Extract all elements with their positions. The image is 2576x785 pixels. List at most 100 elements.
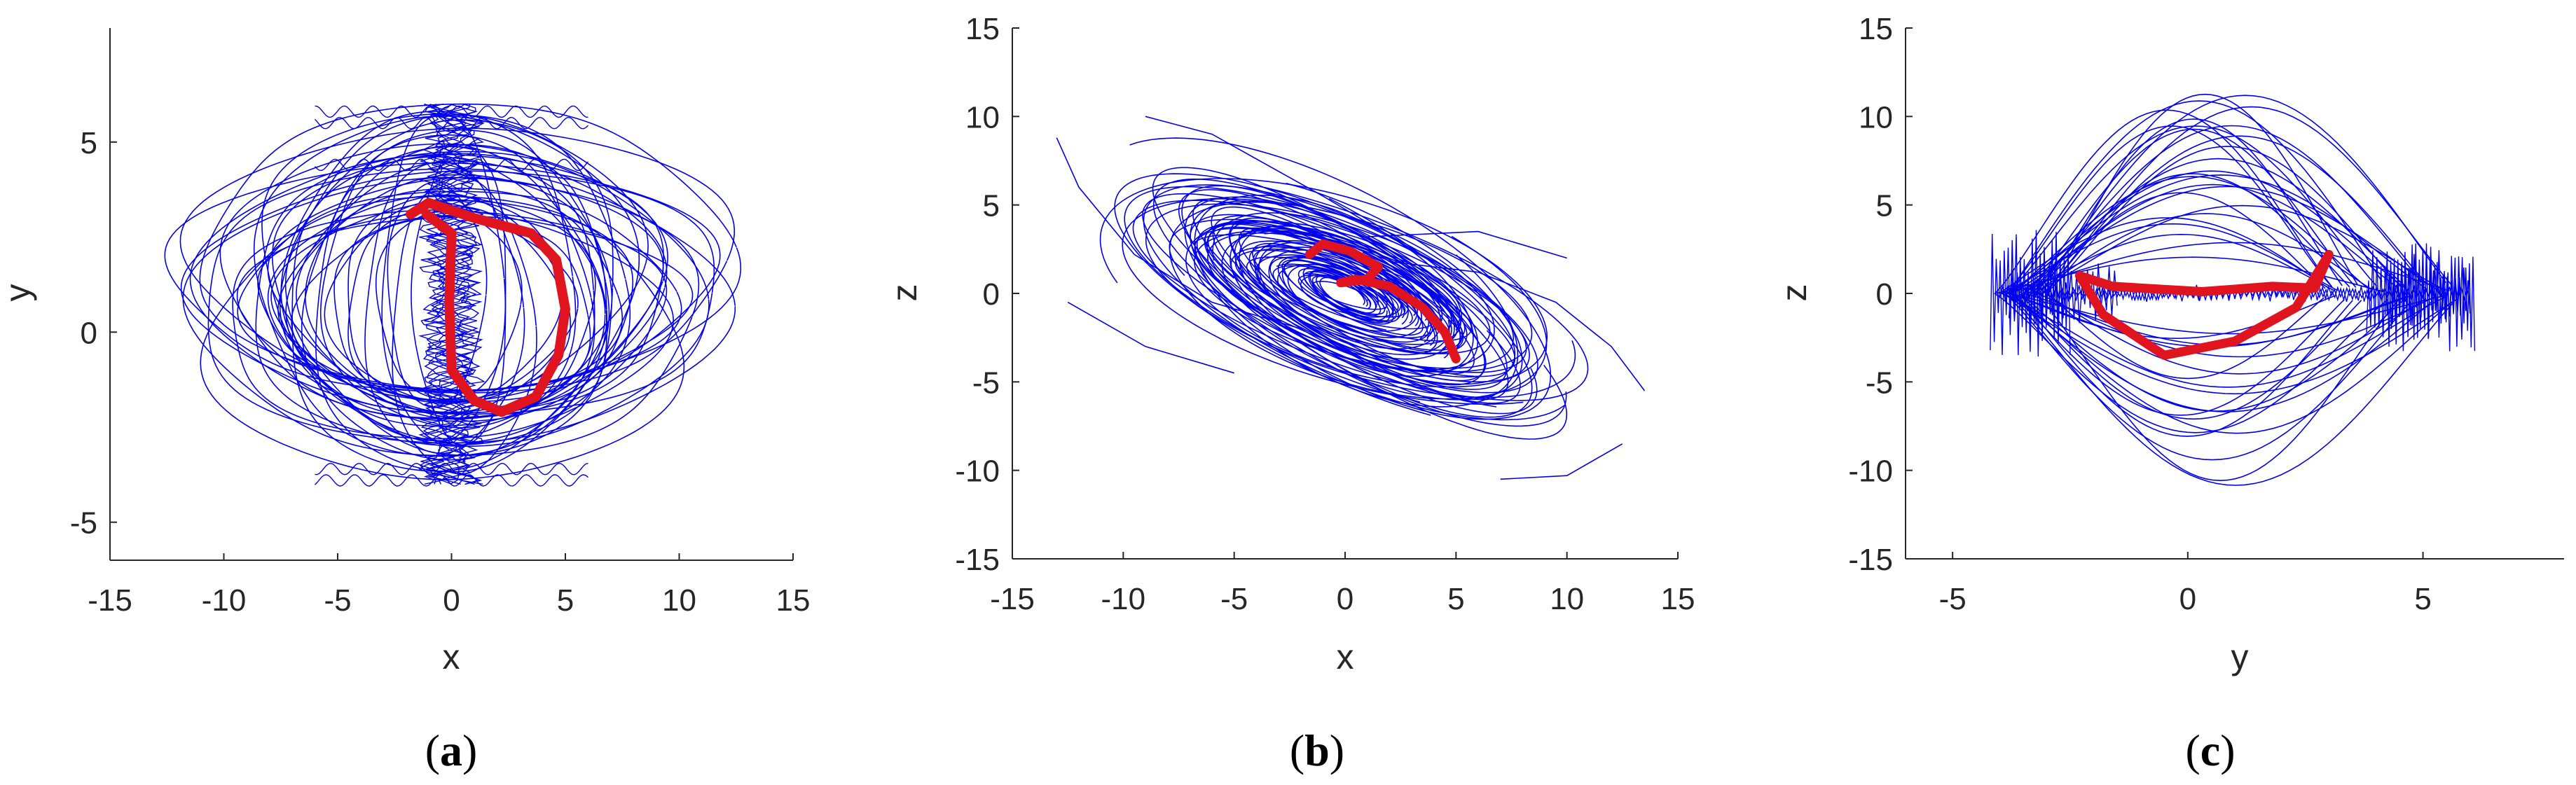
attractor-loop [270, 200, 634, 414]
attractor-band [315, 462, 588, 475]
y-tick-label: 5 [983, 189, 1000, 223]
panel-b-y-ticks: -15 -10 -5 0 5 10 15 [955, 12, 1019, 577]
attractor-loop [1297, 268, 1400, 323]
attractor-loop [291, 156, 606, 472]
attractor-arm [1389, 260, 1646, 391]
attractor-loop [2032, 213, 2372, 294]
y-tick-label: 10 [1859, 100, 1893, 134]
attractor-loop [1230, 225, 1442, 349]
attractor-loop [315, 146, 607, 473]
attractor-loop [2010, 293, 2345, 416]
panel-a-highlight [406, 197, 570, 417]
x-tick-label: -10 [202, 583, 247, 618]
attractor-loop [2009, 176, 2369, 294]
attractor-loop [219, 143, 668, 419]
panel-c-plot [1990, 93, 2476, 486]
y-tick-label: -5 [70, 506, 97, 541]
panel-b-plot [1056, 116, 1646, 480]
panel-b: -15 -10 -5 0 5 10 15 -15 -10 -5 0 5 10 15 x z (b) [885, 12, 1695, 775]
x-tick-label: 5 [1447, 582, 1464, 616]
y-tick-label: 0 [983, 277, 1000, 312]
attractor-loop [2046, 293, 2324, 380]
y-tick-label: -10 [1848, 454, 1893, 489]
panel-c: -5 0 5 -15 -10 -5 0 5 10 15 y z (c) [1775, 12, 2564, 775]
attractor-loop [392, 176, 537, 475]
attractor-loop [2020, 293, 2404, 412]
attractor-loop [2034, 293, 2399, 482]
x-tick-label: 15 [1661, 582, 1695, 616]
y-tick-label: 10 [965, 100, 1000, 134]
attractor-loop [1994, 109, 2332, 294]
attractor-loop [182, 176, 700, 457]
attractor-jitter [1990, 230, 2071, 357]
panel-a-x-label: x [443, 637, 460, 676]
attractor-spine [420, 104, 485, 485]
panel-a-plot [164, 103, 742, 487]
attractor-loop [232, 209, 675, 440]
panel-b-attractor [1056, 116, 1646, 480]
panel-b-highlight [1304, 239, 1461, 363]
panel-a: -15 -10 -5 0 5 10 15 -5 0 5 x y (a) [0, 28, 810, 775]
attractor-arm [1056, 137, 1301, 330]
attractor-loop [189, 153, 664, 419]
panel-a-y-ticks: -5 0 5 [70, 126, 117, 541]
panel-c-y-ticks: -15 -10 -5 0 5 10 15 [1848, 12, 1913, 577]
attractor-loop [2018, 183, 2399, 294]
attractor-loop [1129, 137, 1552, 420]
attractor-loop [2044, 135, 2427, 294]
attractor-loop [1114, 173, 1538, 416]
attractor-loop [2023, 293, 2413, 346]
attractor-loop [2006, 174, 2427, 294]
attractor-loop [200, 195, 685, 480]
attractor-loop [2010, 186, 2437, 294]
panel-b-x-label: x [1337, 637, 1354, 676]
y-tick-label: 5 [1876, 189, 1893, 223]
attractor-loop [324, 199, 571, 404]
attractor-loop [1251, 242, 1431, 352]
attractor-arm [1367, 230, 1567, 259]
attractor-spine [419, 103, 483, 485]
attractor-loop [2035, 95, 2446, 294]
attractor-loop [1994, 293, 2389, 433]
attractor-spine [420, 104, 485, 485]
y-tick-label: -15 [955, 543, 1000, 577]
attractor-loop [280, 111, 577, 442]
x-tick-label: 10 [662, 583, 696, 618]
panel-a-caption-letter: a [440, 725, 462, 775]
panel-a-caption: (a) [425, 725, 478, 775]
attractor-loop [253, 115, 640, 457]
panel-c-x-label: y [2231, 637, 2249, 676]
attractor-loop [2009, 293, 2456, 434]
x-tick-label: -5 [324, 583, 351, 618]
x-tick-label: -15 [990, 582, 1035, 616]
x-tick-label: 0 [2179, 582, 2196, 616]
attractor-spine [419, 103, 483, 485]
attractor-loop [2031, 125, 2425, 294]
y-tick-label: -5 [1866, 366, 1893, 400]
attractor-spine [422, 104, 483, 485]
attractor-loop [347, 205, 568, 414]
attractor-arm [1500, 443, 1623, 480]
attractor-arm [1067, 301, 1234, 374]
attractor-band [314, 158, 589, 172]
attractor-loop [2008, 100, 2383, 294]
attractor-loop [2007, 293, 2409, 348]
panel-c-highlight [2074, 249, 2334, 360]
attractor-loop [179, 127, 735, 394]
attractor-loop [1152, 178, 1567, 427]
attractor-band [314, 116, 588, 130]
attractor-loop [2018, 293, 2362, 420]
panel-b-caption: (b) [1290, 725, 1344, 775]
x-tick-label: 5 [2414, 582, 2431, 616]
attractor-loop [1132, 184, 1589, 401]
attractor-loop [284, 119, 614, 456]
attractor-loop [2042, 106, 2452, 294]
panel-b-y-label: z [885, 284, 924, 302]
panel-a-y-label: y [0, 284, 37, 302]
attractor-loop [1143, 184, 1565, 421]
x-tick-label: 0 [443, 583, 460, 618]
attractor-loop [267, 176, 664, 403]
y-tick-label: -10 [955, 454, 1000, 489]
attractor-jitter [2366, 246, 2471, 340]
